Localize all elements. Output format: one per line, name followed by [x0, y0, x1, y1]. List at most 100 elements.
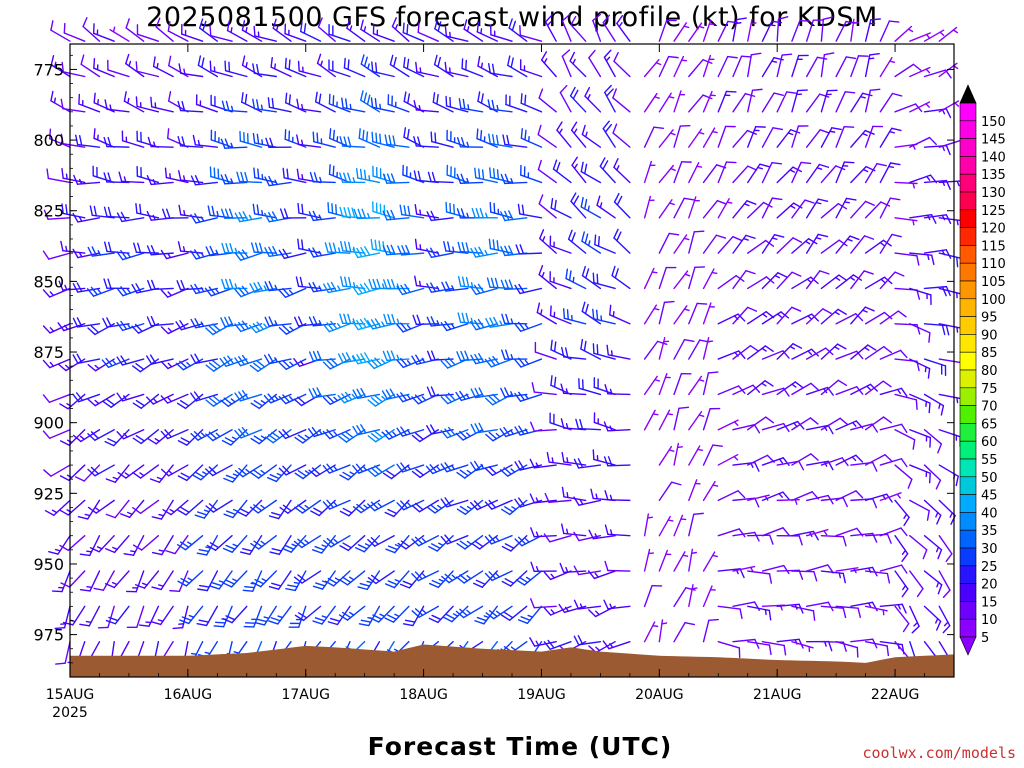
- barb-half: [260, 540, 266, 545]
- wind-barb: [471, 535, 498, 550]
- barb-half: [291, 543, 298, 547]
- barb-full: [146, 316, 152, 327]
- barb-full: [93, 58, 96, 69]
- wind-barb: [909, 287, 932, 306]
- wind-barb: [702, 234, 727, 254]
- wind-barb: [835, 605, 862, 619]
- barb-full: [430, 282, 437, 293]
- barb-full: [278, 361, 287, 370]
- barb-full: [253, 167, 256, 179]
- barb-full: [236, 511, 247, 517]
- wind-barb: [805, 424, 834, 435]
- wind-barb: [463, 19, 484, 42]
- wind-barb: [239, 130, 263, 148]
- barb-full: [897, 310, 907, 318]
- wind-barb: [284, 57, 307, 78]
- wind-barb: [850, 200, 875, 219]
- barb-full: [363, 169, 367, 181]
- barb-full: [845, 197, 857, 201]
- barb-full: [224, 174, 230, 185]
- barb-half: [438, 542, 444, 547]
- barb-full: [104, 583, 116, 589]
- wind-barb: [761, 234, 785, 254]
- barb-half: [396, 354, 400, 361]
- wind-barb: [470, 387, 498, 399]
- barb-half: [466, 26, 470, 33]
- barb-full: [530, 598, 535, 609]
- barb-half: [394, 24, 399, 30]
- barb-half: [595, 493, 598, 500]
- barb-full: [396, 359, 404, 369]
- barb-staff: [658, 481, 673, 502]
- barb-full: [332, 165, 335, 177]
- barb-full: [444, 61, 447, 73]
- barb-full: [798, 535, 803, 546]
- barb-full: [573, 496, 580, 506]
- barb-full: [282, 504, 292, 512]
- wind-barb: [367, 318, 395, 330]
- wind-barb: [864, 162, 887, 184]
- barb-full: [312, 131, 315, 143]
- barb-half: [511, 506, 517, 511]
- wind-barb: [59, 535, 86, 551]
- barb-full: [294, 472, 304, 480]
- barb-full: [293, 576, 303, 584]
- barb-half: [392, 431, 397, 437]
- wind-barb: [588, 49, 602, 78]
- wind-barb: [221, 100, 248, 113]
- barb-full: [855, 454, 864, 463]
- barb-half: [406, 464, 411, 471]
- wind-barb: [366, 357, 395, 370]
- barb-full: [268, 280, 274, 291]
- barb-full: [753, 424, 761, 434]
- barb-full: [431, 543, 441, 549]
- wind-barb: [426, 210, 454, 222]
- barb-full: [590, 488, 594, 500]
- barb-full: [103, 206, 108, 218]
- barb-full: [192, 134, 197, 146]
- barb-full: [444, 573, 454, 582]
- wind-barb: [613, 51, 631, 78]
- barb-full: [501, 349, 506, 360]
- colorbar: 5101520253035404550556065707580859095100…: [959, 84, 1006, 656]
- barb-full: [837, 379, 848, 387]
- barb-full: [863, 235, 875, 240]
- wind-barb: [250, 464, 277, 479]
- barb-half: [260, 400, 267, 404]
- barb-full: [915, 399, 918, 411]
- wind-barb: [221, 278, 248, 290]
- barb-full: [399, 583, 411, 589]
- wind-barb: [177, 499, 204, 516]
- barb-staff: [658, 19, 668, 42]
- barb-full: [571, 232, 576, 243]
- barb-full: [209, 60, 212, 72]
- barb-full: [241, 426, 250, 436]
- barb-full: [592, 272, 595, 284]
- wind-barb: [343, 57, 366, 78]
- barb-half: [594, 572, 599, 578]
- barb-full: [256, 204, 260, 216]
- barb-half: [448, 67, 451, 74]
- barb-full: [782, 527, 790, 536]
- barb-full: [225, 100, 230, 112]
- wind-barb: [894, 25, 914, 42]
- wind-barb: [484, 534, 513, 545]
- barb-full: [500, 279, 506, 290]
- barb-half: [595, 646, 601, 652]
- barb-full: [225, 510, 237, 516]
- barb-full: [359, 168, 363, 180]
- barb-full: [370, 537, 379, 545]
- barb-full: [413, 100, 418, 111]
- barb-full: [455, 391, 463, 402]
- wind-barb: [923, 393, 945, 416]
- barb-full: [102, 317, 108, 328]
- barb-staff: [688, 94, 704, 113]
- barb-full: [474, 167, 477, 179]
- barb-full: [256, 99, 260, 110]
- barb-full: [702, 59, 713, 64]
- barb-full: [132, 544, 143, 551]
- barb-full: [428, 617, 439, 624]
- barb-full: [169, 589, 181, 593]
- barb-half: [452, 246, 455, 253]
- barb-full: [891, 92, 903, 97]
